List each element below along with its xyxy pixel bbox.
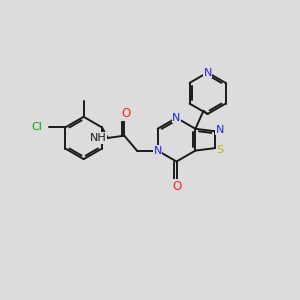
Text: N: N <box>203 68 212 77</box>
Text: N: N <box>216 125 224 135</box>
Text: N: N <box>172 113 181 123</box>
Text: O: O <box>121 107 130 120</box>
Text: N: N <box>153 146 162 156</box>
Text: Cl: Cl <box>32 122 42 132</box>
Text: NH: NH <box>89 133 106 143</box>
Text: S: S <box>217 145 224 154</box>
Text: O: O <box>172 180 181 193</box>
